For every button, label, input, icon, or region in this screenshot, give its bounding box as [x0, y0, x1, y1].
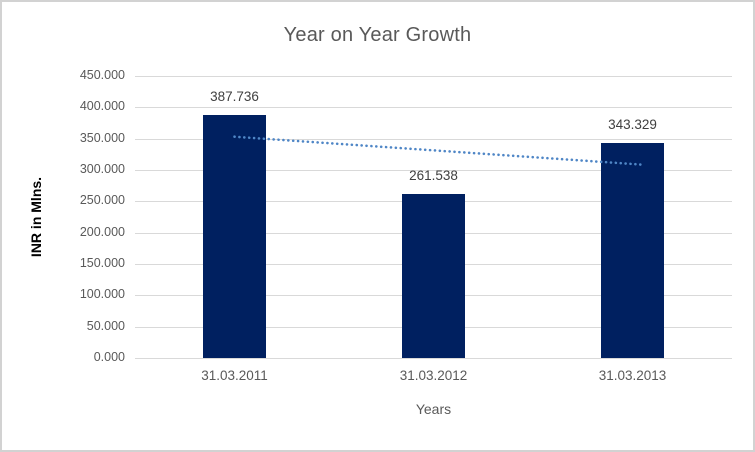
y-axis-tick-label: 200.000: [79, 224, 125, 239]
y-axis-tick-label: 450.000: [79, 68, 125, 82]
gridline: [135, 76, 732, 77]
bar-31.03.2011: [203, 115, 266, 358]
x-axis-tick-label: 31.03.2011: [201, 368, 268, 383]
data-label: 261.538: [409, 168, 458, 184]
x-axis-tick-label: 31.03.2013: [598, 368, 667, 383]
trendline: [233, 135, 642, 166]
y-axis-tick-label: 150.000: [79, 256, 125, 270]
y-axis-tick-label: 350.000: [79, 130, 125, 145]
y-axis-tick-label: 400.000: [79, 99, 125, 114]
gridline: [135, 358, 732, 359]
y-axis-tick-label: 300.000: [79, 162, 125, 176]
x-axis-tick-label: 31.03.2012: [399, 368, 468, 383]
gridline: [135, 170, 732, 171]
data-label: 343.329: [608, 116, 657, 132]
gridline: [135, 107, 732, 109]
gridline: [135, 138, 732, 140]
y-axis-tick-label: 50.000: [86, 318, 125, 333]
y-axis-tick-label: 250.000: [79, 193, 125, 208]
data-label: 387.736: [210, 89, 259, 105]
bar-31.03.2012: [402, 194, 465, 358]
y-axis-title: INR in Mlns.: [28, 176, 44, 258]
chart-title: Year on Year Growth: [283, 24, 472, 46]
y-axis-tick-label: 0.000: [93, 350, 125, 364]
y-axis-tick-label: 100.000: [79, 287, 125, 302]
x-axis-title: Years: [415, 401, 452, 417]
bar-31.03.2013: [601, 142, 664, 358]
